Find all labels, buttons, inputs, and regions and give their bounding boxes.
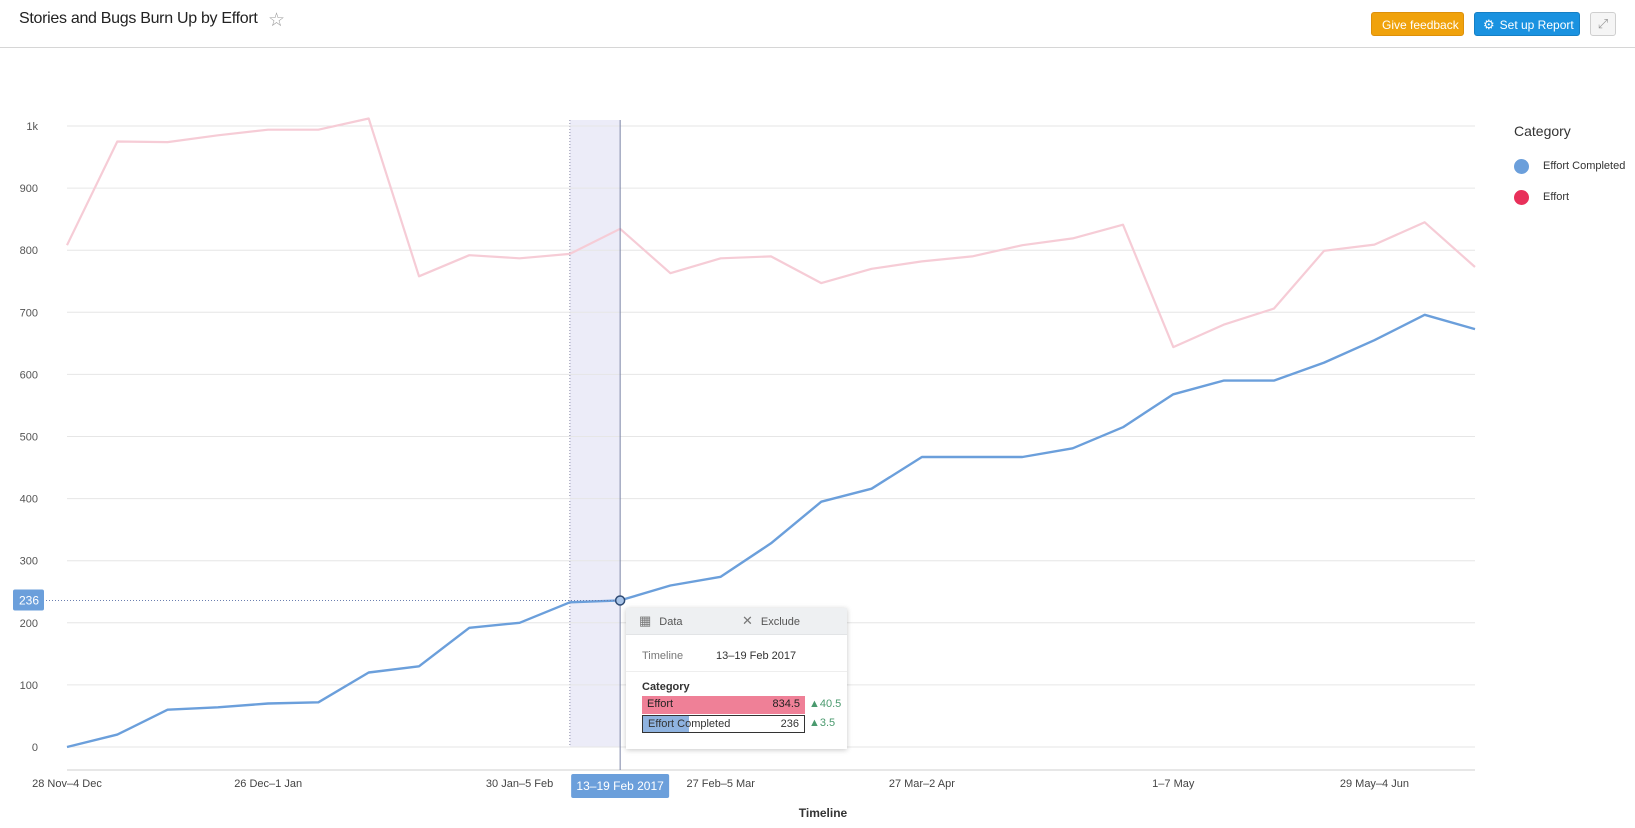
y-tick-label: 300 bbox=[20, 556, 38, 568]
y-tick-label: 0 bbox=[32, 742, 38, 754]
tooltip-exclude-label: Exclude bbox=[760, 616, 801, 628]
tooltip-timeline-label: Timeline bbox=[642, 650, 684, 662]
favorite-star-icon[interactable]: ☆ bbox=[268, 10, 286, 31]
y-tick-label: 1k bbox=[26, 121, 38, 133]
y-tick-label: 400 bbox=[20, 494, 38, 506]
highlight-date-label: 13–19 Feb 2017 bbox=[576, 779, 664, 793]
give-feedback-button[interactable]: Give feedback bbox=[1371, 12, 1464, 36]
close-icon: ✕ bbox=[742, 613, 753, 628]
x-tick-label: 30 Jan–5 Feb bbox=[486, 778, 553, 790]
y-tick-label: 900 bbox=[20, 183, 38, 195]
y-tick-label: 500 bbox=[20, 432, 38, 444]
tooltip-actions: ▦ Data ✕ Exclude bbox=[626, 608, 847, 635]
set-up-report-button[interactable]: ⚙ Set up Report bbox=[1474, 12, 1580, 36]
y-tick-label: 200 bbox=[20, 618, 38, 630]
highlighted-point bbox=[614, 595, 626, 606]
expand-icon[interactable]: ⤢ bbox=[1590, 12, 1616, 36]
tooltip-row-delta: ▲3.5 bbox=[809, 717, 836, 729]
report-title: Stories and Bugs Burn Up by Effort bbox=[19, 10, 258, 27]
y-tick-label: 700 bbox=[20, 307, 38, 319]
y-tick-label: 800 bbox=[20, 245, 38, 257]
series-line-effort bbox=[66, 117, 1476, 349]
x-tick-label: 26 Dec–1 Jan bbox=[234, 778, 302, 790]
legend-label-effort: Effort bbox=[1543, 191, 1570, 203]
tooltip-category-label: Category bbox=[642, 681, 690, 693]
x-tick-label: 1–7 May bbox=[1152, 778, 1195, 790]
x-axis-title: Timeline bbox=[798, 806, 848, 820]
tooltip-row-name: Effort Completed bbox=[648, 718, 731, 730]
legend-label-effort-completed: Effort Completed bbox=[1543, 160, 1626, 172]
legend-dot-effort-completed bbox=[1514, 158, 1529, 174]
x-tick-label: 28 Nov–4 Dec bbox=[32, 778, 102, 790]
table-icon: ▦ bbox=[639, 613, 652, 628]
tooltip-row-name: Effort bbox=[647, 698, 674, 710]
tooltip-row-value: 236 bbox=[780, 718, 799, 730]
legend-dot-effort bbox=[1514, 189, 1529, 205]
tooltip-divider bbox=[626, 671, 847, 672]
tooltip-row-effort: Effort 834.5 bbox=[642, 696, 805, 714]
tooltip-data-label: Data bbox=[659, 616, 683, 628]
highlight-band bbox=[569, 120, 621, 747]
y-tick-label: 600 bbox=[20, 369, 38, 381]
tooltip-row-delta: ▲40.5 bbox=[809, 698, 842, 710]
gear-icon: ⚙ bbox=[1483, 17, 1495, 32]
tooltip-timeline-row: Timeline 13–19 Feb 2017 bbox=[642, 650, 796, 662]
legend-title: Category bbox=[1514, 123, 1571, 139]
highlight-date-badge bbox=[571, 774, 670, 798]
report-header: Stories and Bugs Burn Up by Effort ☆ Giv… bbox=[0, 0, 1635, 48]
tooltip-row-fill bbox=[643, 716, 689, 732]
legend-item-effort-completed[interactable]: Effort Completed bbox=[1514, 158, 1625, 174]
x-tick-label: 27 Mar–2 Apr bbox=[889, 778, 955, 790]
crosshair-value-label: 236 bbox=[19, 593, 39, 607]
x-tick-label: 27 Feb–5 Mar bbox=[686, 778, 755, 790]
tooltip-row-effort-completed: Effort Completed 236 bbox=[642, 715, 805, 733]
x-tick-label: 29 May–4 Jun bbox=[1340, 778, 1409, 790]
data-tooltip: ▦ Data ✕ Exclude Timeline 13–19 Feb 2017 Ca… bbox=[626, 608, 847, 749]
series-line-effort-completed bbox=[66, 313, 1476, 749]
tooltip-row-value: 834.5 bbox=[772, 698, 800, 710]
legend-item-effort[interactable]: Effort bbox=[1514, 189, 1569, 205]
set-up-report-label: Set up Report bbox=[1499, 18, 1574, 32]
tooltip-timeline-value: 13–19 Feb 2017 bbox=[716, 650, 797, 662]
crosshair-value-badge bbox=[13, 589, 44, 611]
tooltip-exclude-button[interactable]: ✕ Exclude bbox=[742, 608, 800, 634]
tooltip-data-button[interactable]: ▦ Data bbox=[639, 608, 683, 634]
y-tick-label: 100 bbox=[20, 680, 38, 692]
